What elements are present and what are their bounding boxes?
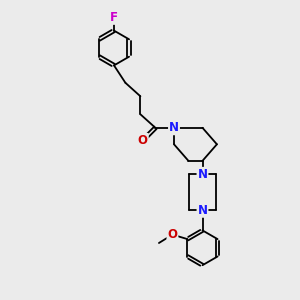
Text: N: N (197, 168, 208, 181)
Text: F: F (110, 11, 118, 24)
Text: N: N (169, 121, 179, 134)
Text: O: O (167, 228, 177, 241)
Text: O: O (138, 134, 148, 147)
Text: N: N (197, 204, 208, 217)
